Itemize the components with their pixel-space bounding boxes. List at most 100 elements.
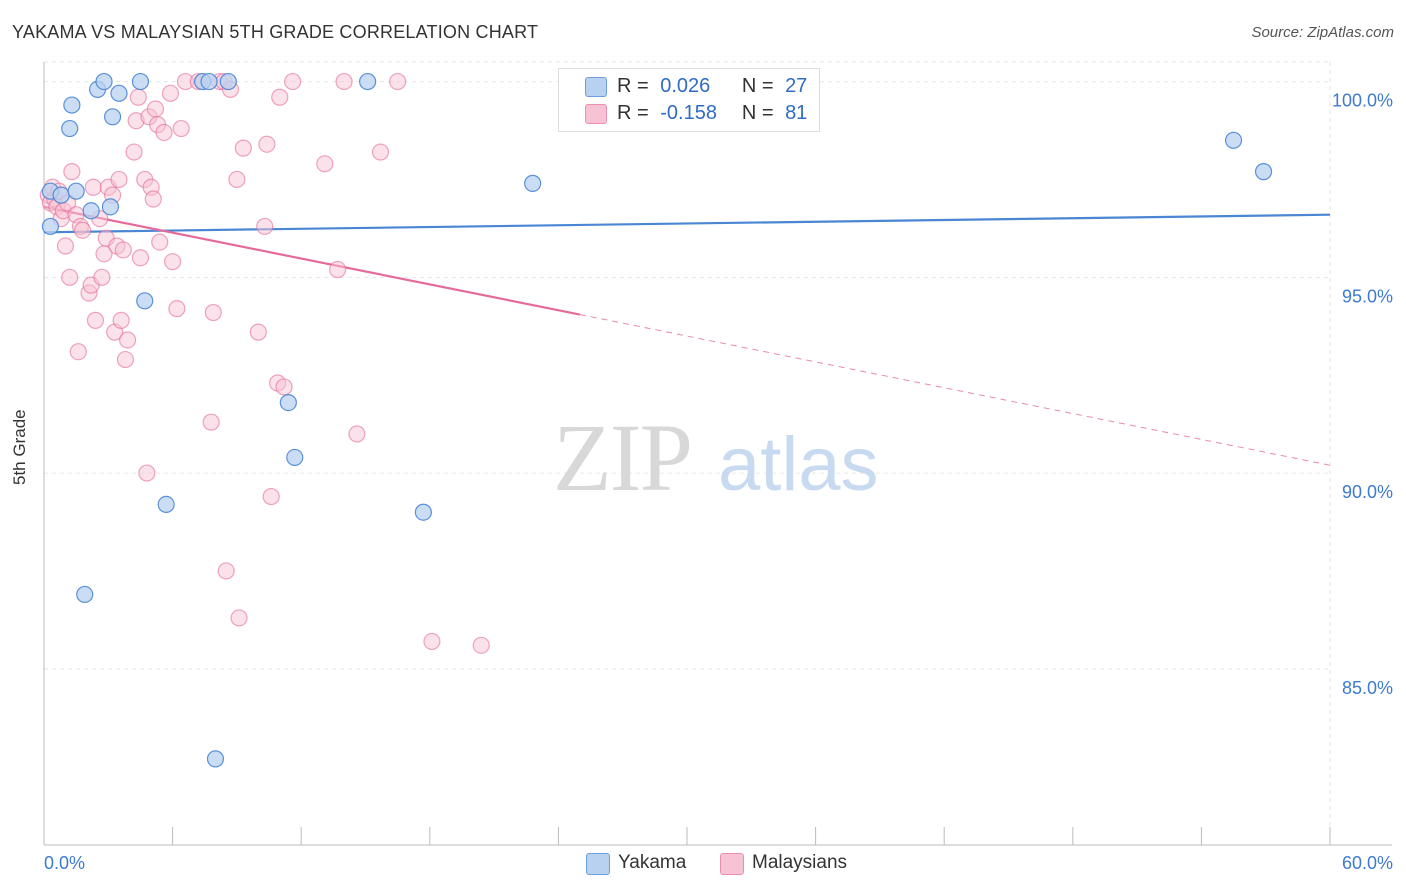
yakama-point	[101, 198, 120, 216]
malaysian-point	[172, 119, 190, 138]
malaysian-point	[93, 268, 111, 286]
malaysian-point	[284, 72, 302, 91]
malaysian-point	[234, 139, 252, 157]
legend-swatch-yakama	[585, 77, 607, 97]
yakama-point	[1254, 163, 1273, 181]
y-tick-label: 100.0%	[1332, 91, 1393, 111]
legend-swatch-malaysian	[585, 104, 607, 124]
watermark-atlas: atlas	[718, 422, 879, 507]
malaysian-point	[348, 425, 366, 443]
malaysian-point	[151, 233, 169, 251]
malaysian-point	[371, 143, 390, 161]
source-label: Source: ZipAtlas.com	[1251, 24, 1394, 41]
yakama-point	[82, 202, 100, 220]
malaysian-point	[389, 72, 407, 91]
yakama-point	[524, 174, 542, 192]
bottom-legend-label-yakama: Yakama	[618, 852, 687, 873]
yakama-point	[41, 217, 60, 236]
malaysian-point	[228, 170, 246, 189]
legend-r-value: -0.158	[660, 102, 717, 124]
yakama-point	[52, 186, 70, 204]
malaysian-point	[204, 303, 222, 322]
y-tick-label: 90.0%	[1342, 482, 1393, 502]
y-axis-label: 5th Grade	[10, 409, 29, 485]
malaysian-point	[131, 249, 150, 267]
malaysian-point	[161, 84, 180, 102]
watermark: ZIP atlas	[553, 404, 879, 511]
yakama-point	[95, 72, 113, 91]
legend-r-label: R =	[617, 75, 649, 97]
malaysian-point	[329, 260, 347, 279]
trendline-yakama	[43, 213, 1331, 234]
malaysian-point	[125, 143, 143, 161]
legend-n-value: 81	[785, 102, 808, 124]
yakama-point	[61, 119, 79, 138]
malaysian-point	[249, 323, 267, 341]
malaysian-point	[472, 636, 490, 654]
malaysian-point	[155, 123, 173, 142]
yakama-point	[414, 503, 432, 521]
legend-n-value: 27	[785, 75, 808, 97]
y-tick-label: 85.0%	[1342, 678, 1393, 698]
malaysian-point	[84, 178, 102, 196]
malaysian-point	[256, 217, 274, 236]
x-tick-label: 0.0%	[44, 853, 85, 873]
malaysian-point	[56, 237, 75, 255]
point-layer	[39, 72, 1273, 768]
trendline-malaysians	[43, 205, 581, 316]
legend-r-value: 0.026	[660, 75, 711, 97]
malaysian-point	[316, 155, 334, 173]
malaysian-point	[217, 562, 235, 580]
yakama-point	[131, 72, 150, 91]
malaysian-point	[168, 300, 186, 318]
malaysian-point	[114, 241, 132, 259]
yakama-point	[219, 72, 237, 91]
y-tick-label: 95.0%	[1342, 286, 1393, 306]
legend-n-label: N =	[741, 75, 774, 97]
malaysian-point	[262, 487, 280, 506]
yakama-point	[136, 292, 154, 310]
yakama-point	[359, 72, 377, 91]
malaysian-point	[61, 268, 79, 286]
yakama-point	[63, 96, 81, 114]
malaysian-point	[118, 331, 137, 349]
legend-n-label: N =	[741, 102, 774, 124]
malaysian-point	[202, 413, 220, 431]
yakama-point	[110, 84, 128, 102]
malaysian-point	[69, 343, 87, 361]
malaysian-point	[146, 100, 165, 118]
malaysian-point	[112, 311, 130, 329]
malaysian-point	[335, 72, 353, 91]
malaysian-point	[144, 190, 162, 208]
malaysian-point	[63, 163, 81, 181]
yakama-point	[286, 448, 304, 467]
malaysian-point	[258, 135, 276, 153]
malaysian-point	[73, 221, 92, 239]
watermark-zip: ZIP	[553, 404, 691, 511]
yakama-point	[206, 750, 225, 768]
malaysian-point	[138, 464, 156, 482]
bottom-legend-swatch-malaysian	[720, 853, 744, 875]
x-tick-label: 60.0%	[1342, 853, 1393, 873]
malaysian-point	[110, 170, 128, 189]
chart-title: YAKAMA VS MALAYSIAN 5TH GRADE CORRELATIO…	[12, 22, 539, 42]
malaysian-point	[275, 378, 293, 396]
yakama-point	[157, 495, 175, 513]
stats-legend: R = 0.026 N = 27 R = -0.158 N = 81	[558, 68, 820, 132]
bottom-legend-swatch-yakama	[586, 853, 610, 875]
bottom-legend-label-malaysian: Malaysians	[752, 852, 848, 873]
legend-r-label: R =	[617, 102, 649, 124]
malaysian-point	[129, 88, 147, 106]
yakama-point	[103, 108, 122, 126]
tick-label-layer: 100.0% 95.0% 90.0% 85.0% 0.0% 60.0%	[44, 91, 1393, 873]
yakama-point	[67, 182, 85, 200]
malaysian-point	[164, 253, 182, 271]
malaysian-point	[230, 609, 248, 627]
trendline-malaysians-extension	[579, 314, 1331, 466]
yakama-point	[200, 72, 218, 91]
malaysian-point	[116, 350, 135, 369]
malaysian-point	[271, 88, 289, 106]
yakama-point	[279, 394, 297, 412]
malaysian-point	[423, 632, 441, 651]
